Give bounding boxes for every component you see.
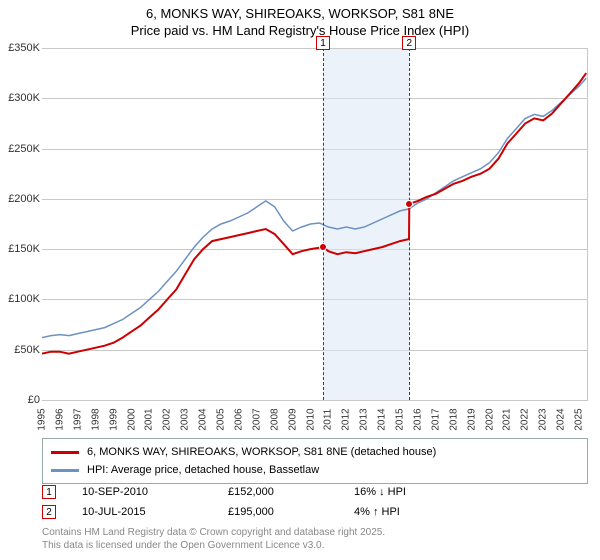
- x-tick-label: 2010: [305, 408, 316, 430]
- x-tick-label: 2025: [574, 408, 585, 430]
- sale-marker-badge: 2: [42, 505, 56, 519]
- sale-marker-badge: 1: [42, 485, 56, 499]
- y-tick-label: £350K: [0, 42, 40, 54]
- x-tick-label: 2019: [466, 408, 477, 430]
- legend-row: 6, MONKS WAY, SHIREOAKS, WORKSOP, S81 8N…: [51, 443, 579, 461]
- x-tick-label: 2015: [395, 408, 406, 430]
- x-tick-label: 2008: [269, 408, 280, 430]
- legend-label: 6, MONKS WAY, SHIREOAKS, WORKSOP, S81 8N…: [87, 446, 436, 458]
- x-tick-label: 2002: [162, 408, 173, 430]
- x-tick-label: 2024: [556, 408, 567, 430]
- x-tick-label: 2006: [233, 408, 244, 430]
- x-tick-label: 2022: [520, 408, 531, 430]
- marker-badge: 2: [402, 36, 416, 50]
- sale-date: 10-JUL-2015: [82, 506, 222, 518]
- x-tick-label: 1997: [72, 408, 83, 430]
- marker-line: [323, 48, 324, 400]
- y-tick-label: £300K: [0, 92, 40, 104]
- x-tick-label: 2023: [538, 408, 549, 430]
- x-tick-label: 2018: [448, 408, 459, 430]
- x-tick-label: 2001: [144, 408, 155, 430]
- x-tick-label: 1996: [54, 408, 65, 430]
- sales-table: 1 10-SEP-2010 £152,000 16% ↓ HPI 2 10-JU…: [42, 482, 588, 522]
- sale-hpi-delta: 4% ↑ HPI: [354, 506, 454, 518]
- sale-price: £195,000: [228, 506, 348, 518]
- sale-row: 1 10-SEP-2010 £152,000 16% ↓ HPI: [42, 482, 588, 502]
- x-tick-label: 2004: [198, 408, 209, 430]
- legend-label: HPI: Average price, detached house, Bass…: [87, 464, 319, 476]
- y-tick-label: £150K: [0, 243, 40, 255]
- series-hpi: [42, 78, 586, 337]
- x-tick-label: 2009: [287, 408, 298, 430]
- y-tick-label: £200K: [0, 193, 40, 205]
- marker-dot: [319, 243, 327, 251]
- x-tick-label: 2007: [251, 408, 262, 430]
- x-tick-label: 2005: [216, 408, 227, 430]
- x-tick-label: 2012: [341, 408, 352, 430]
- y-tick-label: £50K: [0, 344, 40, 356]
- title-subtitle: Price paid vs. HM Land Registry's House …: [0, 23, 600, 38]
- x-tick-label: 1995: [37, 408, 48, 430]
- legend-swatch: [51, 451, 79, 454]
- chart-container: 6, MONKS WAY, SHIREOAKS, WORKSOP, S81 8N…: [0, 0, 600, 560]
- title-address: 6, MONKS WAY, SHIREOAKS, WORKSOP, S81 8N…: [0, 6, 600, 21]
- x-tick-label: 2003: [180, 408, 191, 430]
- line-chart-svg: [42, 48, 588, 400]
- x-tick-label: 2011: [323, 409, 334, 431]
- sale-price: £152,000: [228, 486, 348, 498]
- x-tick-label: 2021: [502, 408, 513, 430]
- marker-badge: 1: [316, 36, 330, 50]
- legend-swatch: [51, 469, 79, 472]
- legend: 6, MONKS WAY, SHIREOAKS, WORKSOP, S81 8N…: [42, 438, 588, 484]
- x-tick-label: 2017: [430, 408, 441, 430]
- sale-hpi-delta: 16% ↓ HPI: [354, 486, 454, 498]
- series-price_paid: [42, 73, 586, 354]
- y-tick-label: £250K: [0, 143, 40, 155]
- x-tick-label: 1998: [90, 408, 101, 430]
- x-tick-label: 2016: [412, 408, 423, 430]
- marker-line: [409, 48, 410, 400]
- x-tick-label: 2013: [359, 408, 370, 430]
- y-tick-label: £0: [0, 394, 40, 406]
- x-tick-label: 2000: [126, 408, 137, 430]
- marker-dot: [405, 200, 413, 208]
- footer-line: This data is licensed under the Open Gov…: [42, 539, 385, 552]
- x-tick-label: 2020: [484, 408, 495, 430]
- legend-row: HPI: Average price, detached house, Bass…: [51, 461, 579, 479]
- x-tick-label: 2014: [377, 408, 388, 430]
- gridline: [42, 400, 588, 401]
- sale-row: 2 10-JUL-2015 £195,000 4% ↑ HPI: [42, 502, 588, 522]
- sale-date: 10-SEP-2010: [82, 486, 222, 498]
- x-tick-label: 1999: [108, 408, 119, 430]
- title-block: 6, MONKS WAY, SHIREOAKS, WORKSOP, S81 8N…: [0, 0, 600, 38]
- footer-line: Contains HM Land Registry data © Crown c…: [42, 526, 385, 539]
- y-tick-label: £100K: [0, 293, 40, 305]
- footer-attribution: Contains HM Land Registry data © Crown c…: [42, 526, 385, 552]
